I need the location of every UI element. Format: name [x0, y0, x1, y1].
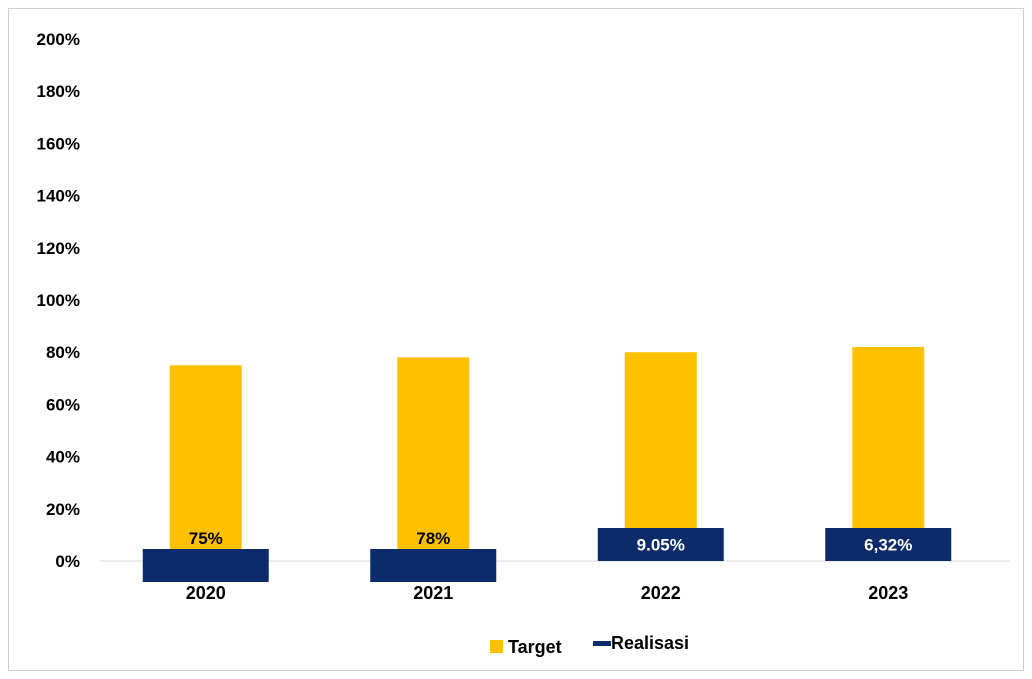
- y-tick-label: 40%: [46, 448, 80, 467]
- realisasi-bar: [825, 528, 952, 561]
- legend-swatch-target: [490, 640, 503, 653]
- y-axis: 0% 20% 40% 60% 80% 100% 120% 140% 160% 180% 200%: [37, 30, 80, 571]
- data-label: 75%: [189, 529, 223, 548]
- y-tick-label: 140%: [37, 187, 80, 206]
- y-tick-label: 100%: [37, 291, 80, 310]
- x-tick-label: 2023: [868, 583, 908, 603]
- target-bar: [397, 357, 470, 561]
- x-tick-label: 2021: [413, 583, 453, 603]
- data-label: 9.05%: [637, 536, 685, 555]
- legend-label-realisasi: Realisasi: [611, 633, 689, 653]
- realisasi-series: 75% 78% 9.05% 6,32%: [142, 528, 952, 582]
- legend: Target Realisasi: [490, 633, 689, 657]
- y-tick-label: 60%: [46, 395, 80, 414]
- y-tick-label: 0%: [55, 552, 80, 571]
- x-tick-label: 2022: [641, 583, 681, 603]
- y-tick-label: 180%: [37, 82, 80, 101]
- target-bar: [169, 365, 242, 561]
- realisasi-bar: [597, 528, 724, 561]
- y-tick-label: 200%: [37, 30, 80, 49]
- target-series: [169, 346, 925, 561]
- y-tick-label: 80%: [46, 343, 80, 362]
- x-axis: 2020 2021 2022 2023: [186, 583, 909, 603]
- y-tick-label: 120%: [37, 239, 80, 258]
- realisasi-bar: [142, 549, 269, 582]
- target-bar: [624, 352, 697, 561]
- y-tick-label: 20%: [46, 500, 80, 519]
- x-tick-label: 2020: [186, 583, 226, 603]
- legend-swatch-realisasi: [593, 641, 611, 646]
- legend-label-target: Target: [508, 637, 562, 657]
- target-bar: [852, 346, 925, 561]
- y-tick-label: 160%: [37, 134, 80, 153]
- data-label: 6,32%: [864, 536, 912, 555]
- realisasi-bar: [370, 549, 497, 582]
- data-label: 78%: [416, 529, 450, 548]
